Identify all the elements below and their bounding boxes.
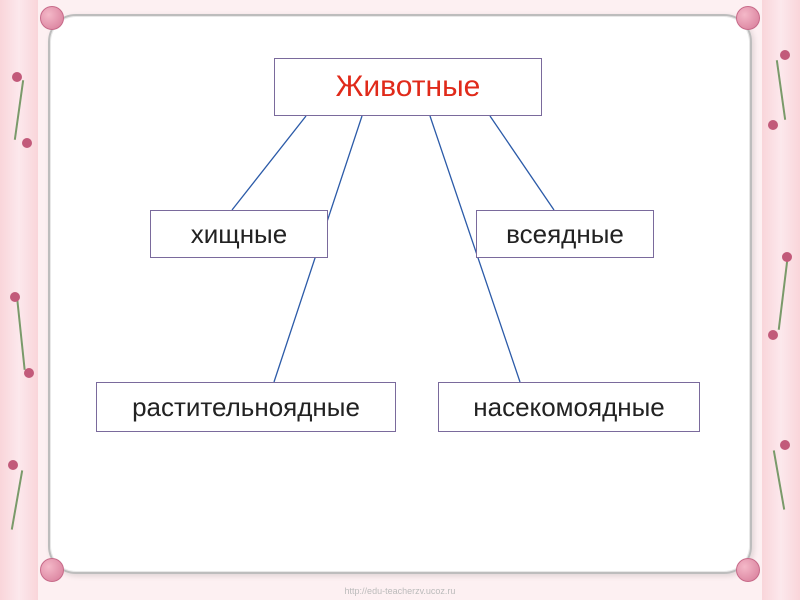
diagram-child-node: растительноядные [96, 382, 396, 432]
watermark-text: http://edu-teacherzv.ucoz.ru [345, 586, 456, 596]
corner-ornament [40, 6, 64, 30]
root-label: Животные [336, 70, 481, 104]
corner-ornament [736, 558, 760, 582]
diagram-child-node: насекомоядные [438, 382, 700, 432]
child-label: хищные [191, 219, 287, 250]
deco-bud [768, 330, 778, 340]
child-label: всеядные [506, 219, 624, 250]
deco-bud [780, 50, 790, 60]
deco-bud [780, 440, 790, 450]
child-label: растительноядные [132, 392, 360, 423]
deco-bud [8, 460, 18, 470]
diagram-child-node: хищные [150, 210, 328, 258]
deco-bud [10, 292, 20, 302]
child-label: насекомоядные [473, 392, 665, 423]
corner-ornament [40, 558, 64, 582]
deco-bud [24, 368, 34, 378]
deco-bud [782, 252, 792, 262]
deco-bud [768, 120, 778, 130]
diagram-child-node: всеядные [476, 210, 654, 258]
deco-bud [22, 138, 32, 148]
corner-ornament [736, 6, 760, 30]
diagram-root-node: Животные [274, 58, 542, 116]
deco-bud [12, 72, 22, 82]
